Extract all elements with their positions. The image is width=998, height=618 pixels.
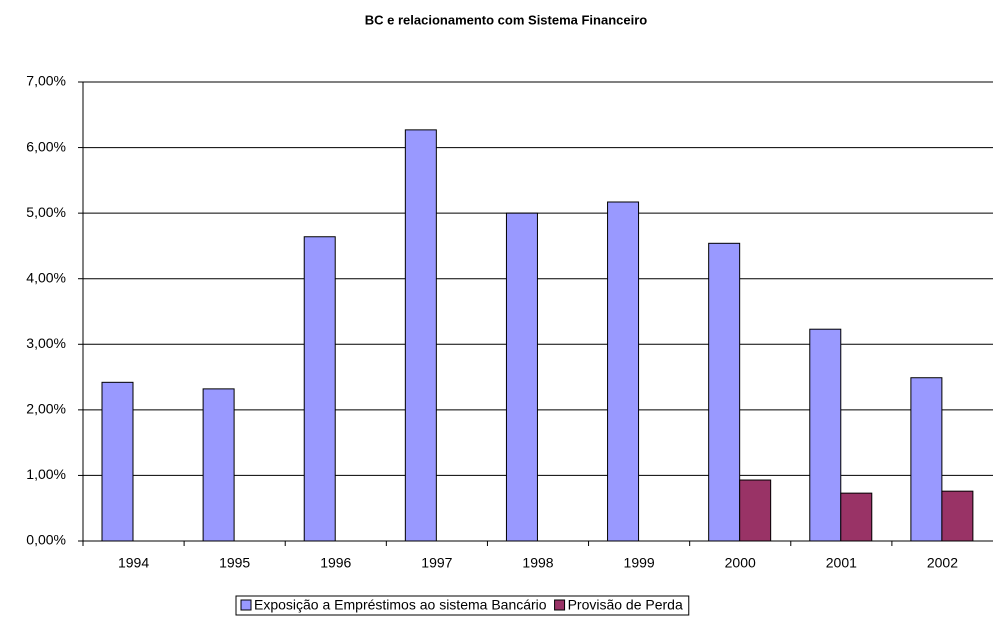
y-tick-label: 1,00%	[26, 466, 66, 482]
x-tick-label: 2000	[725, 555, 756, 571]
bar	[505, 212, 538, 542]
x-tick-label: 1998	[522, 555, 553, 571]
chart-title: BC e relacionamento com Sistema Financei…	[365, 12, 648, 27]
y-tick-label: 5,00%	[26, 204, 66, 220]
legend: Exposição a Empréstimos ao sistema Bancá…	[235, 595, 690, 616]
y-tick-label: 4,00%	[26, 269, 66, 285]
bar	[202, 388, 235, 542]
bar	[708, 242, 741, 542]
y-tick-label: 0,00%	[26, 532, 66, 548]
legend-swatch	[554, 599, 566, 611]
x-tick-label: 1999	[624, 555, 655, 571]
legend-box	[235, 595, 690, 616]
legend-swatch	[240, 599, 252, 611]
bar	[840, 492, 873, 542]
bar	[809, 328, 842, 542]
bar	[303, 236, 336, 542]
legend-label: Provisão de Perda	[568, 597, 683, 613]
bar	[404, 129, 437, 542]
x-tick-label: 1997	[421, 555, 452, 571]
bar	[739, 479, 772, 542]
y-tick-label: 3,00%	[26, 335, 66, 351]
bar	[607, 201, 640, 542]
x-tick-label: 2001	[826, 555, 857, 571]
x-tick-label: 2002	[927, 555, 958, 571]
y-tick-label: 7,00%	[26, 73, 66, 89]
y-tick-label: 6,00%	[26, 138, 66, 154]
x-tick-label: 1994	[118, 555, 149, 571]
bar	[101, 381, 134, 542]
x-tick-label: 1995	[219, 555, 250, 571]
y-tick-label: 2,00%	[26, 401, 66, 417]
bar	[910, 377, 943, 542]
x-tick-label: 1996	[320, 555, 351, 571]
legend-label: Exposição a Empréstimos ao sistema Bancá…	[254, 597, 547, 613]
bar	[941, 490, 974, 542]
